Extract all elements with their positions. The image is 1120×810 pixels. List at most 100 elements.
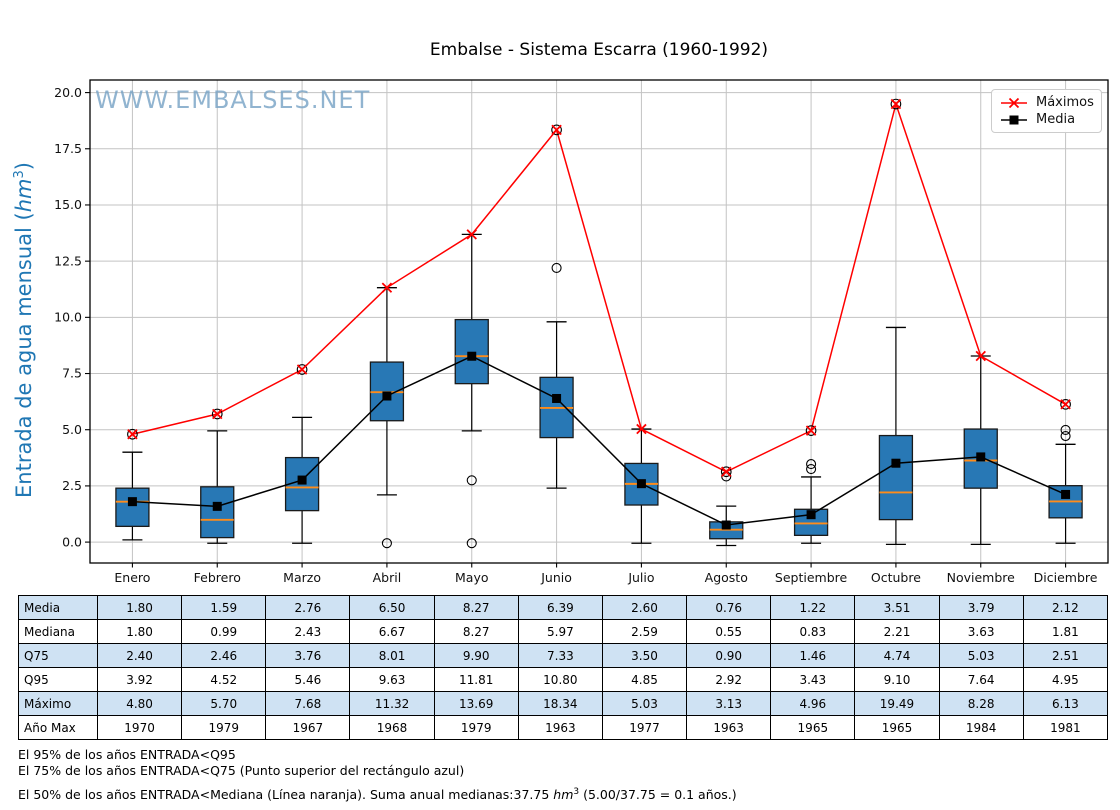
media-line: [127, 351, 1071, 530]
table-cell: 1968: [349, 715, 435, 740]
table-cell: 1979: [433, 715, 519, 740]
y-axis-label-text: Entrada de agua mensual (: [12, 212, 36, 498]
table-cell: 6.39: [517, 595, 603, 620]
outlier-marker: [806, 459, 817, 470]
table-cell: 3.76: [265, 643, 351, 668]
table-cell: 1.80: [96, 619, 183, 644]
table-cell: 4.96: [770, 691, 856, 716]
table-cell: 1977: [601, 715, 688, 740]
media-marker: [806, 510, 816, 520]
x-tick-label: Mayo: [455, 570, 489, 585]
footer-line-2: El 75% de los años ENTRADA<Q75 (Punto su…: [18, 763, 465, 778]
table-cell: 2.59: [601, 619, 688, 644]
table-cell: 7.68: [265, 691, 351, 716]
table-cell: 0.90: [686, 643, 772, 668]
table-cell: 4.80: [96, 691, 183, 716]
outlier-marker: [466, 538, 477, 549]
legend-label-maximos: Máximos: [1036, 95, 1094, 110]
footer-line-1: El 95% de los años ENTRADA<Q95: [18, 747, 236, 762]
x-tick-label: Marzo: [283, 570, 321, 585]
row-label: Q75: [18, 643, 98, 668]
table-cell: 1965: [854, 715, 940, 740]
outlier-marker: [466, 475, 477, 486]
media-marker: [891, 458, 901, 468]
box-mayo: [454, 318, 489, 385]
table-cell: 2.76: [265, 595, 351, 620]
table-cell: 19.49: [854, 691, 940, 716]
gridlines: [90, 80, 1108, 563]
table-row-media: Media 1.80 1.59 2.76 6.50 8.27 6.39 2.60 0.76 1.2…: [18, 595, 1109, 620]
table-cell: 7.64: [938, 667, 1024, 692]
x-tick-label: Noviembre: [947, 570, 1016, 585]
media-marker: [127, 497, 137, 507]
table-cell: 3.43: [770, 667, 856, 692]
maximo-marker: [296, 364, 308, 375]
boxplots: [115, 233, 1083, 549]
footer-notes: El 95% de los años ENTRADA<Q95 El 75% de…: [18, 747, 737, 803]
table-cell: 1.22: [770, 595, 856, 620]
table-cell: 2.40: [96, 643, 183, 668]
y-tick-label: 0.0: [62, 534, 82, 549]
table-cell: 4.95: [1022, 667, 1109, 692]
table-cell: 2.12: [1022, 595, 1109, 620]
y-tick-label: 2.5: [62, 478, 82, 493]
table-cell: 1.81: [1022, 619, 1109, 644]
table-cell: 4.85: [601, 667, 688, 692]
table-cell: 1979: [181, 715, 267, 740]
media-marker: [382, 391, 392, 401]
table-cell: 5.97: [517, 619, 603, 644]
media-marker: [976, 452, 986, 462]
maximo-marker: [805, 425, 817, 436]
table-cell: 11.81: [433, 667, 519, 692]
maximo-marker: [466, 229, 477, 240]
maximo-marker: [551, 124, 562, 136]
x-tick-label: Octubre: [871, 570, 921, 585]
table-cell: 2.92: [686, 667, 772, 692]
table-cell: 0.99: [181, 619, 267, 644]
table-cell: 2.46: [181, 643, 267, 668]
y-tick-label: 17.5: [54, 141, 82, 156]
table-cell: 3.51: [854, 595, 940, 620]
table-cell: 10.80: [517, 667, 603, 692]
maximo-marker: [381, 282, 393, 293]
maximo-marker: [212, 408, 223, 420]
table-cell: 11.32: [349, 691, 435, 716]
table-cell: 1963: [686, 715, 772, 740]
table-cell: 1.59: [181, 595, 267, 620]
stats-table: Media 1.80 1.59 2.76 6.50 8.27 6.39 2.60 0.76 1.2…: [18, 595, 1109, 740]
x-tick-label: Abril: [373, 570, 402, 585]
table-cell: 1967: [265, 715, 351, 740]
table-cell: 5.46: [265, 667, 351, 692]
y-axis-unit: hm: [12, 178, 36, 213]
outlier-marker: [1060, 430, 1071, 442]
table-cell: 8.27: [433, 619, 519, 644]
outlier-marker: [551, 262, 562, 273]
box-enero: [115, 487, 150, 528]
table-cell: 1970: [96, 715, 183, 740]
media-marker: [212, 501, 222, 511]
table-cell: 18.34: [517, 691, 603, 716]
table-cell: 2.43: [265, 619, 351, 644]
y-tick-label: 20.0: [54, 85, 82, 100]
maximos-line: [127, 98, 1071, 478]
table-cell: 8.28: [938, 691, 1024, 716]
row-label: Año Max: [18, 715, 98, 740]
x-tick-label: Septiembre: [775, 570, 848, 585]
outlier-marker: [806, 464, 817, 475]
x-tick-label: Junio: [540, 570, 572, 585]
media-marker-icon: [1001, 115, 1027, 124]
table-row-máximo: Máximo 4.80 5.70 7.68 11.32 13.69 18.34 5.03 3.1…: [18, 691, 1109, 716]
media-marker: [636, 479, 646, 489]
table-cell: 1981: [1022, 715, 1109, 740]
table-cell: 1.80: [96, 595, 183, 620]
table-cell: 6.13: [1022, 691, 1109, 716]
box-octubre: [878, 434, 914, 521]
y-axis-unit-exponent: 3: [12, 170, 27, 179]
row-label: Mediana: [18, 619, 98, 644]
y-tick-label: 10.0: [54, 310, 82, 325]
table-cell: 3.63: [938, 619, 1024, 644]
y-tick-label: 12.5: [54, 253, 82, 268]
axis-ticks: 0.0 2.5 5.0 7.5 10.0 12.5 15.0 17.5 20.0 Enero Feb…: [54, 85, 1098, 585]
table-row-q95: Q95 3.92 4.52 5.46 9.63 11.81 10.80 4.85 2.92 3.4…: [18, 667, 1109, 692]
